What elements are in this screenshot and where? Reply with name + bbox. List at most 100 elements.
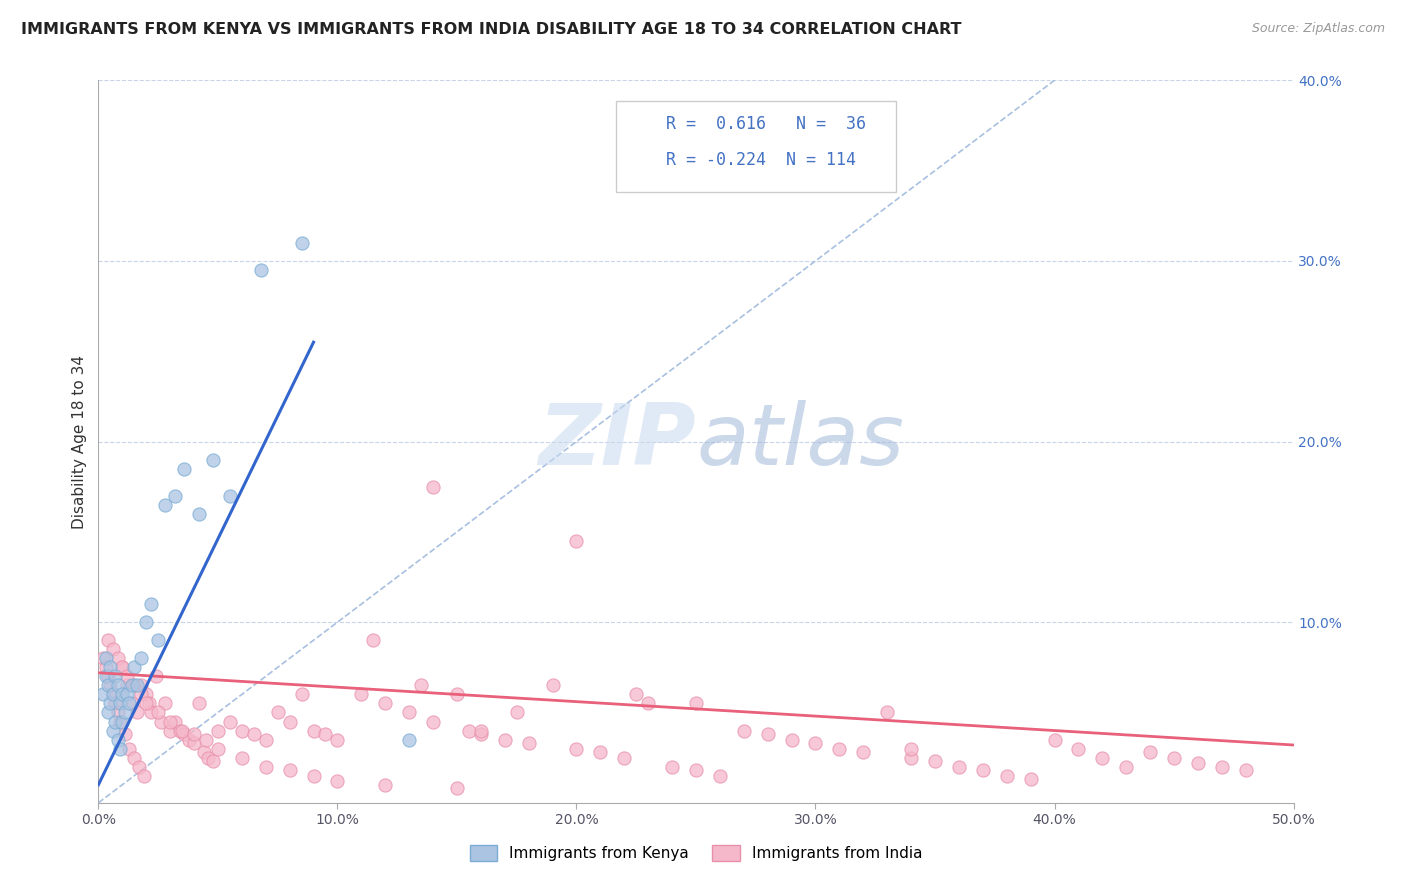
Point — [613, 750, 636, 764]
Point — [302, 723, 325, 738]
Point — [128, 760, 150, 774]
Point — [780, 732, 803, 747]
Point — [589, 745, 612, 759]
Point — [995, 769, 1018, 783]
Point — [94, 660, 117, 674]
Point — [1067, 741, 1090, 756]
Text: atlas: atlas — [696, 400, 904, 483]
Point — [1211, 760, 1233, 774]
Point — [326, 774, 349, 789]
Point — [187, 697, 209, 711]
Point — [98, 697, 122, 711]
Point — [243, 727, 266, 741]
Point — [118, 697, 141, 711]
Point — [900, 750, 922, 764]
Legend: Immigrants from Kenya, Immigrants from India: Immigrants from Kenya, Immigrants from I… — [464, 839, 928, 867]
Point — [179, 732, 201, 747]
Text: Source: ZipAtlas.com: Source: ZipAtlas.com — [1251, 22, 1385, 36]
Point — [169, 723, 191, 738]
Point — [148, 706, 170, 720]
Point — [852, 745, 875, 759]
Point — [131, 687, 153, 701]
Point — [101, 687, 124, 701]
Text: R = -0.224  N = 114: R = -0.224 N = 114 — [666, 151, 856, 169]
Point — [506, 706, 529, 720]
Point — [97, 633, 120, 648]
Point — [94, 651, 117, 665]
Point — [517, 736, 540, 750]
Point — [97, 669, 120, 683]
Point — [135, 687, 157, 701]
Point — [828, 741, 851, 756]
Point — [94, 669, 117, 683]
Point — [131, 678, 153, 692]
Point — [98, 678, 122, 692]
Point — [315, 727, 337, 741]
Point — [756, 727, 779, 741]
Point — [163, 714, 186, 729]
Point — [446, 687, 468, 701]
Point — [111, 660, 134, 674]
Point — [195, 732, 218, 747]
Point — [124, 678, 146, 692]
Point — [97, 678, 120, 692]
Point — [972, 764, 994, 778]
Point — [709, 769, 731, 783]
Point — [108, 697, 131, 711]
Point — [108, 714, 131, 729]
Point — [470, 727, 492, 741]
Point — [302, 769, 325, 783]
Point — [494, 732, 516, 747]
Point — [422, 480, 444, 494]
Point — [876, 706, 898, 720]
Point — [91, 687, 114, 701]
Point — [733, 723, 755, 738]
Point — [98, 660, 122, 674]
Point — [250, 263, 273, 277]
Point — [159, 723, 181, 738]
Point — [900, 741, 922, 756]
Point — [219, 714, 242, 729]
Point — [183, 736, 205, 750]
Point — [207, 723, 229, 738]
Y-axis label: Disability Age 18 to 34: Disability Age 18 to 34 — [72, 354, 87, 529]
Point — [132, 769, 155, 783]
Point — [363, 633, 385, 648]
Point — [219, 489, 242, 503]
Point — [1043, 732, 1066, 747]
Point — [159, 714, 181, 729]
Point — [111, 660, 134, 674]
Point — [104, 714, 127, 729]
Point — [139, 706, 162, 720]
Point — [291, 235, 314, 250]
Point — [114, 727, 136, 741]
Point — [948, 760, 970, 774]
Point — [163, 489, 186, 503]
Point — [254, 732, 277, 747]
Point — [155, 697, 177, 711]
Point — [107, 732, 129, 747]
Point — [398, 706, 420, 720]
Point — [173, 461, 195, 475]
Point — [135, 615, 157, 630]
Point — [1019, 772, 1042, 787]
Point — [187, 507, 209, 521]
Text: IMMIGRANTS FROM KENYA VS IMMIGRANTS FROM INDIA DISABILITY AGE 18 TO 34 CORRELATI: IMMIGRANTS FROM KENYA VS IMMIGRANTS FROM… — [21, 22, 962, 37]
Text: R =  0.616   N =  36: R = 0.616 N = 36 — [666, 115, 866, 133]
Point — [398, 732, 420, 747]
Point — [197, 750, 219, 764]
Point — [326, 732, 349, 747]
Point — [231, 723, 253, 738]
Point — [139, 597, 162, 611]
Point — [267, 706, 290, 720]
Point — [446, 781, 468, 796]
Point — [101, 642, 124, 657]
Point — [541, 678, 564, 692]
Point — [115, 687, 138, 701]
Point — [111, 714, 134, 729]
Point — [125, 706, 148, 720]
Point — [148, 633, 170, 648]
Point — [254, 760, 277, 774]
Point — [121, 697, 143, 711]
Point — [637, 697, 659, 711]
